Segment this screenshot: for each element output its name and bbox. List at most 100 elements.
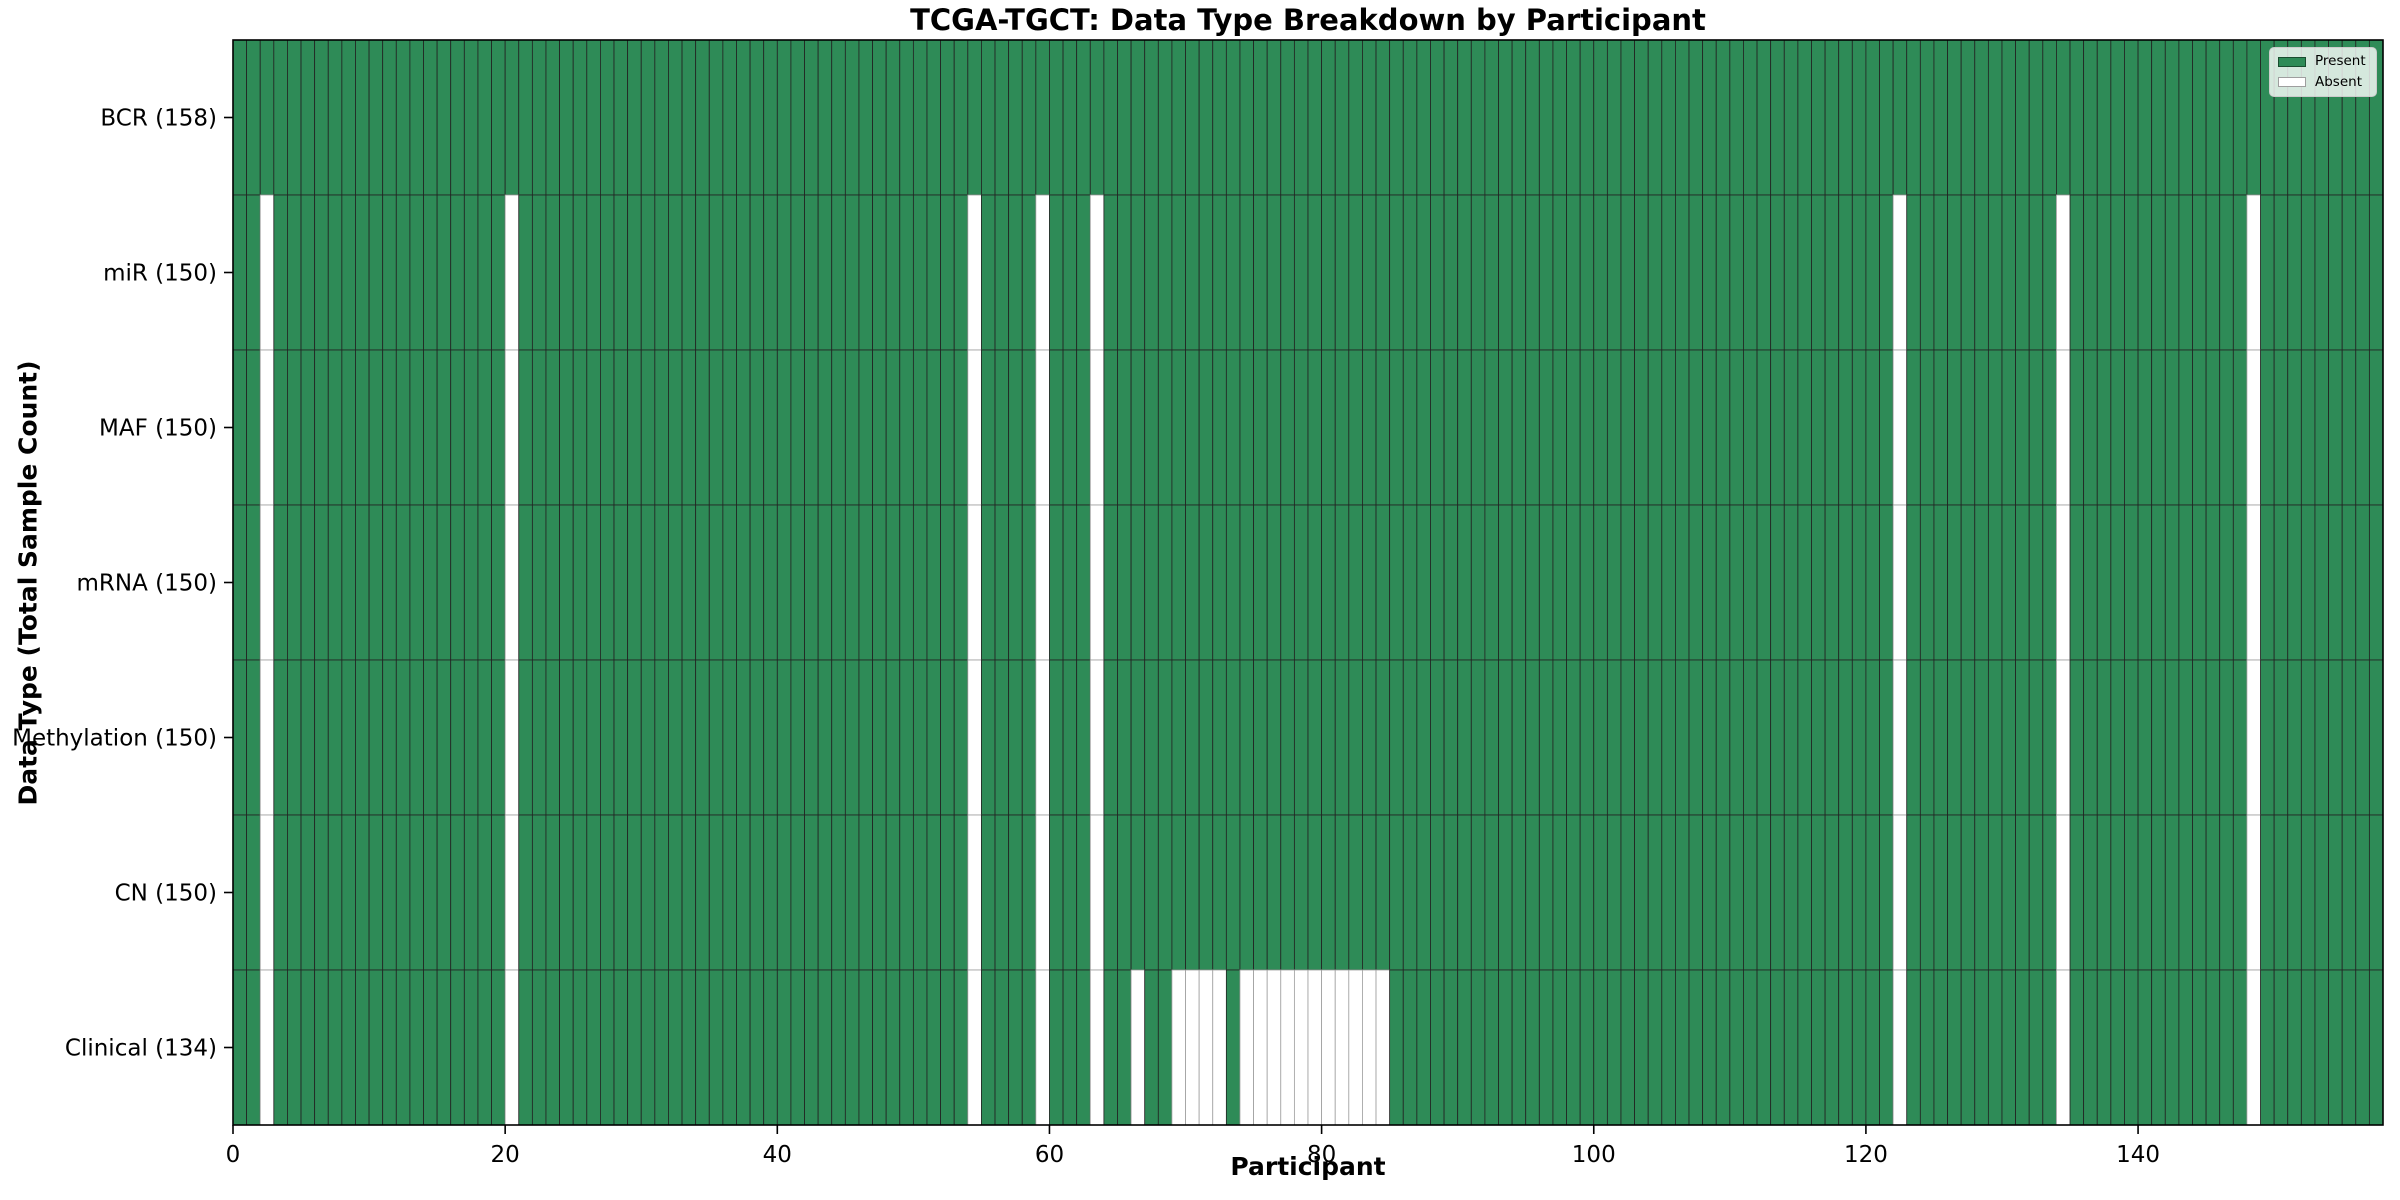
heatmap-cell: [1770, 39, 1785, 196]
heatmap-cell: [1797, 39, 1812, 196]
heatmap-cell: [559, 194, 574, 351]
heatmap-cell: [477, 659, 492, 816]
heatmap-cell: [885, 814, 901, 971]
heatmap-cell: [600, 659, 615, 816]
heatmap-cell: [1892, 194, 1908, 351]
heatmap-cell: [1702, 659, 1717, 816]
heatmap-cell: [2219, 659, 2234, 816]
row-miR: [232, 194, 2384, 351]
heatmap-cell: [259, 969, 275, 1126]
heatmap-cell: [1470, 814, 1486, 971]
heatmap-cell: [1198, 39, 1214, 196]
heatmap-cell: [817, 194, 833, 351]
heatmap-cell: [246, 814, 261, 971]
heatmap-cell: [327, 349, 343, 506]
heatmap-cell: [1851, 349, 1867, 506]
heatmap-cell: [1987, 659, 2003, 816]
heatmap-cell: [2192, 349, 2207, 506]
heatmap-cell: [314, 814, 329, 971]
heatmap-cell: [491, 194, 506, 351]
heatmap-cell: [1171, 504, 1186, 661]
heatmap-cell: [627, 969, 642, 1126]
heatmap-cell: [2192, 39, 2207, 196]
heatmap-cell: [1293, 194, 1309, 351]
heatmap-cell: [804, 659, 819, 816]
heatmap-cell: [1947, 814, 1962, 971]
heatmap-cell: [2096, 659, 2112, 816]
heatmap-cell: [967, 504, 982, 661]
heatmap-cell: [1634, 969, 1649, 1126]
heatmap-cell: [1144, 39, 1159, 196]
heatmap-cell: [287, 349, 302, 506]
heatmap-cell: [1933, 814, 1948, 971]
heatmap-cell: [1906, 194, 1921, 351]
heatmap-cell: [1021, 349, 1037, 506]
heatmap-cell: [1661, 659, 1676, 816]
heatmap-cell: [259, 39, 275, 196]
row-Methylation: [232, 659, 2384, 816]
heatmap-cell: [844, 349, 860, 506]
heatmap-cell: [1511, 39, 1527, 196]
heatmap-cell: [586, 969, 601, 1126]
heatmap-cell: [1334, 814, 1350, 971]
heatmap-cell: [1457, 814, 1472, 971]
heatmap-cell: [912, 969, 928, 1126]
x-tick-label: 0: [226, 1142, 241, 1168]
heatmap-cell: [1443, 39, 1459, 196]
heatmap-cell: [1389, 194, 1404, 351]
heatmap-cell: [1212, 659, 1227, 816]
heatmap-cell: [2314, 659, 2329, 816]
heatmap-cell: [912, 349, 928, 506]
heatmap-cell: [1443, 349, 1459, 506]
heatmap-cell: [2056, 194, 2071, 351]
heatmap-cell: [776, 659, 792, 816]
heatmap-cell: [2056, 39, 2071, 196]
heatmap-cell: [450, 814, 465, 971]
heatmap-cell: [708, 349, 724, 506]
heatmap-cell: [1525, 194, 1540, 351]
heatmap-cell: [1362, 504, 1377, 661]
heatmap-cell: [1661, 969, 1676, 1126]
heatmap-cell: [246, 194, 261, 351]
heatmap-cell: [1919, 504, 1935, 661]
heatmap-cell: [1280, 39, 1295, 196]
heatmap-cell: [1008, 194, 1023, 351]
heatmap-cell: [1321, 659, 1336, 816]
heatmap-cell: [1280, 349, 1295, 506]
heatmap-cell: [572, 349, 588, 506]
heatmap-cell: [1824, 659, 1840, 816]
heatmap-cell: [953, 814, 969, 971]
heatmap-cell: [1933, 349, 1948, 506]
heatmap-cell: [681, 194, 697, 351]
y-tick-label: mRNA (150): [77, 571, 217, 597]
heatmap-cell: [2069, 194, 2085, 351]
heatmap-cell: [1348, 194, 1363, 351]
heatmap-cell: [1212, 814, 1227, 971]
heatmap-cell: [872, 194, 887, 351]
heatmap-cell: [1892, 349, 1908, 506]
heatmap-cell: [1062, 194, 1078, 351]
heatmap-cell: [640, 659, 656, 816]
heatmap-cell: [1960, 39, 1976, 196]
heatmap-cell: [1334, 504, 1350, 661]
heatmap-cell: [355, 194, 370, 351]
heatmap-cell: [1906, 39, 1921, 196]
heatmap-cell: [1076, 504, 1091, 661]
heatmap-cell: [1185, 504, 1200, 661]
heatmap-cell: [463, 969, 479, 1126]
heatmap-cell: [2028, 39, 2044, 196]
heatmap-cell: [2056, 814, 2071, 971]
heatmap-cell: [368, 659, 384, 816]
heatmap-cell: [2124, 194, 2139, 351]
heatmap-cell: [844, 39, 860, 196]
heatmap-cell: [1647, 504, 1663, 661]
heatmap-cell: [1498, 194, 1513, 351]
legend-entry-absent: Absent: [2278, 74, 2368, 91]
heatmap-cell: [817, 814, 833, 971]
heatmap-cell: [912, 504, 928, 661]
heatmap-cell: [1892, 814, 1908, 971]
heatmap-cell: [2042, 504, 2057, 661]
heatmap-cell: [1538, 814, 1554, 971]
heatmap-cell: [1865, 969, 1880, 1126]
heatmap-cell: [1729, 659, 1744, 816]
